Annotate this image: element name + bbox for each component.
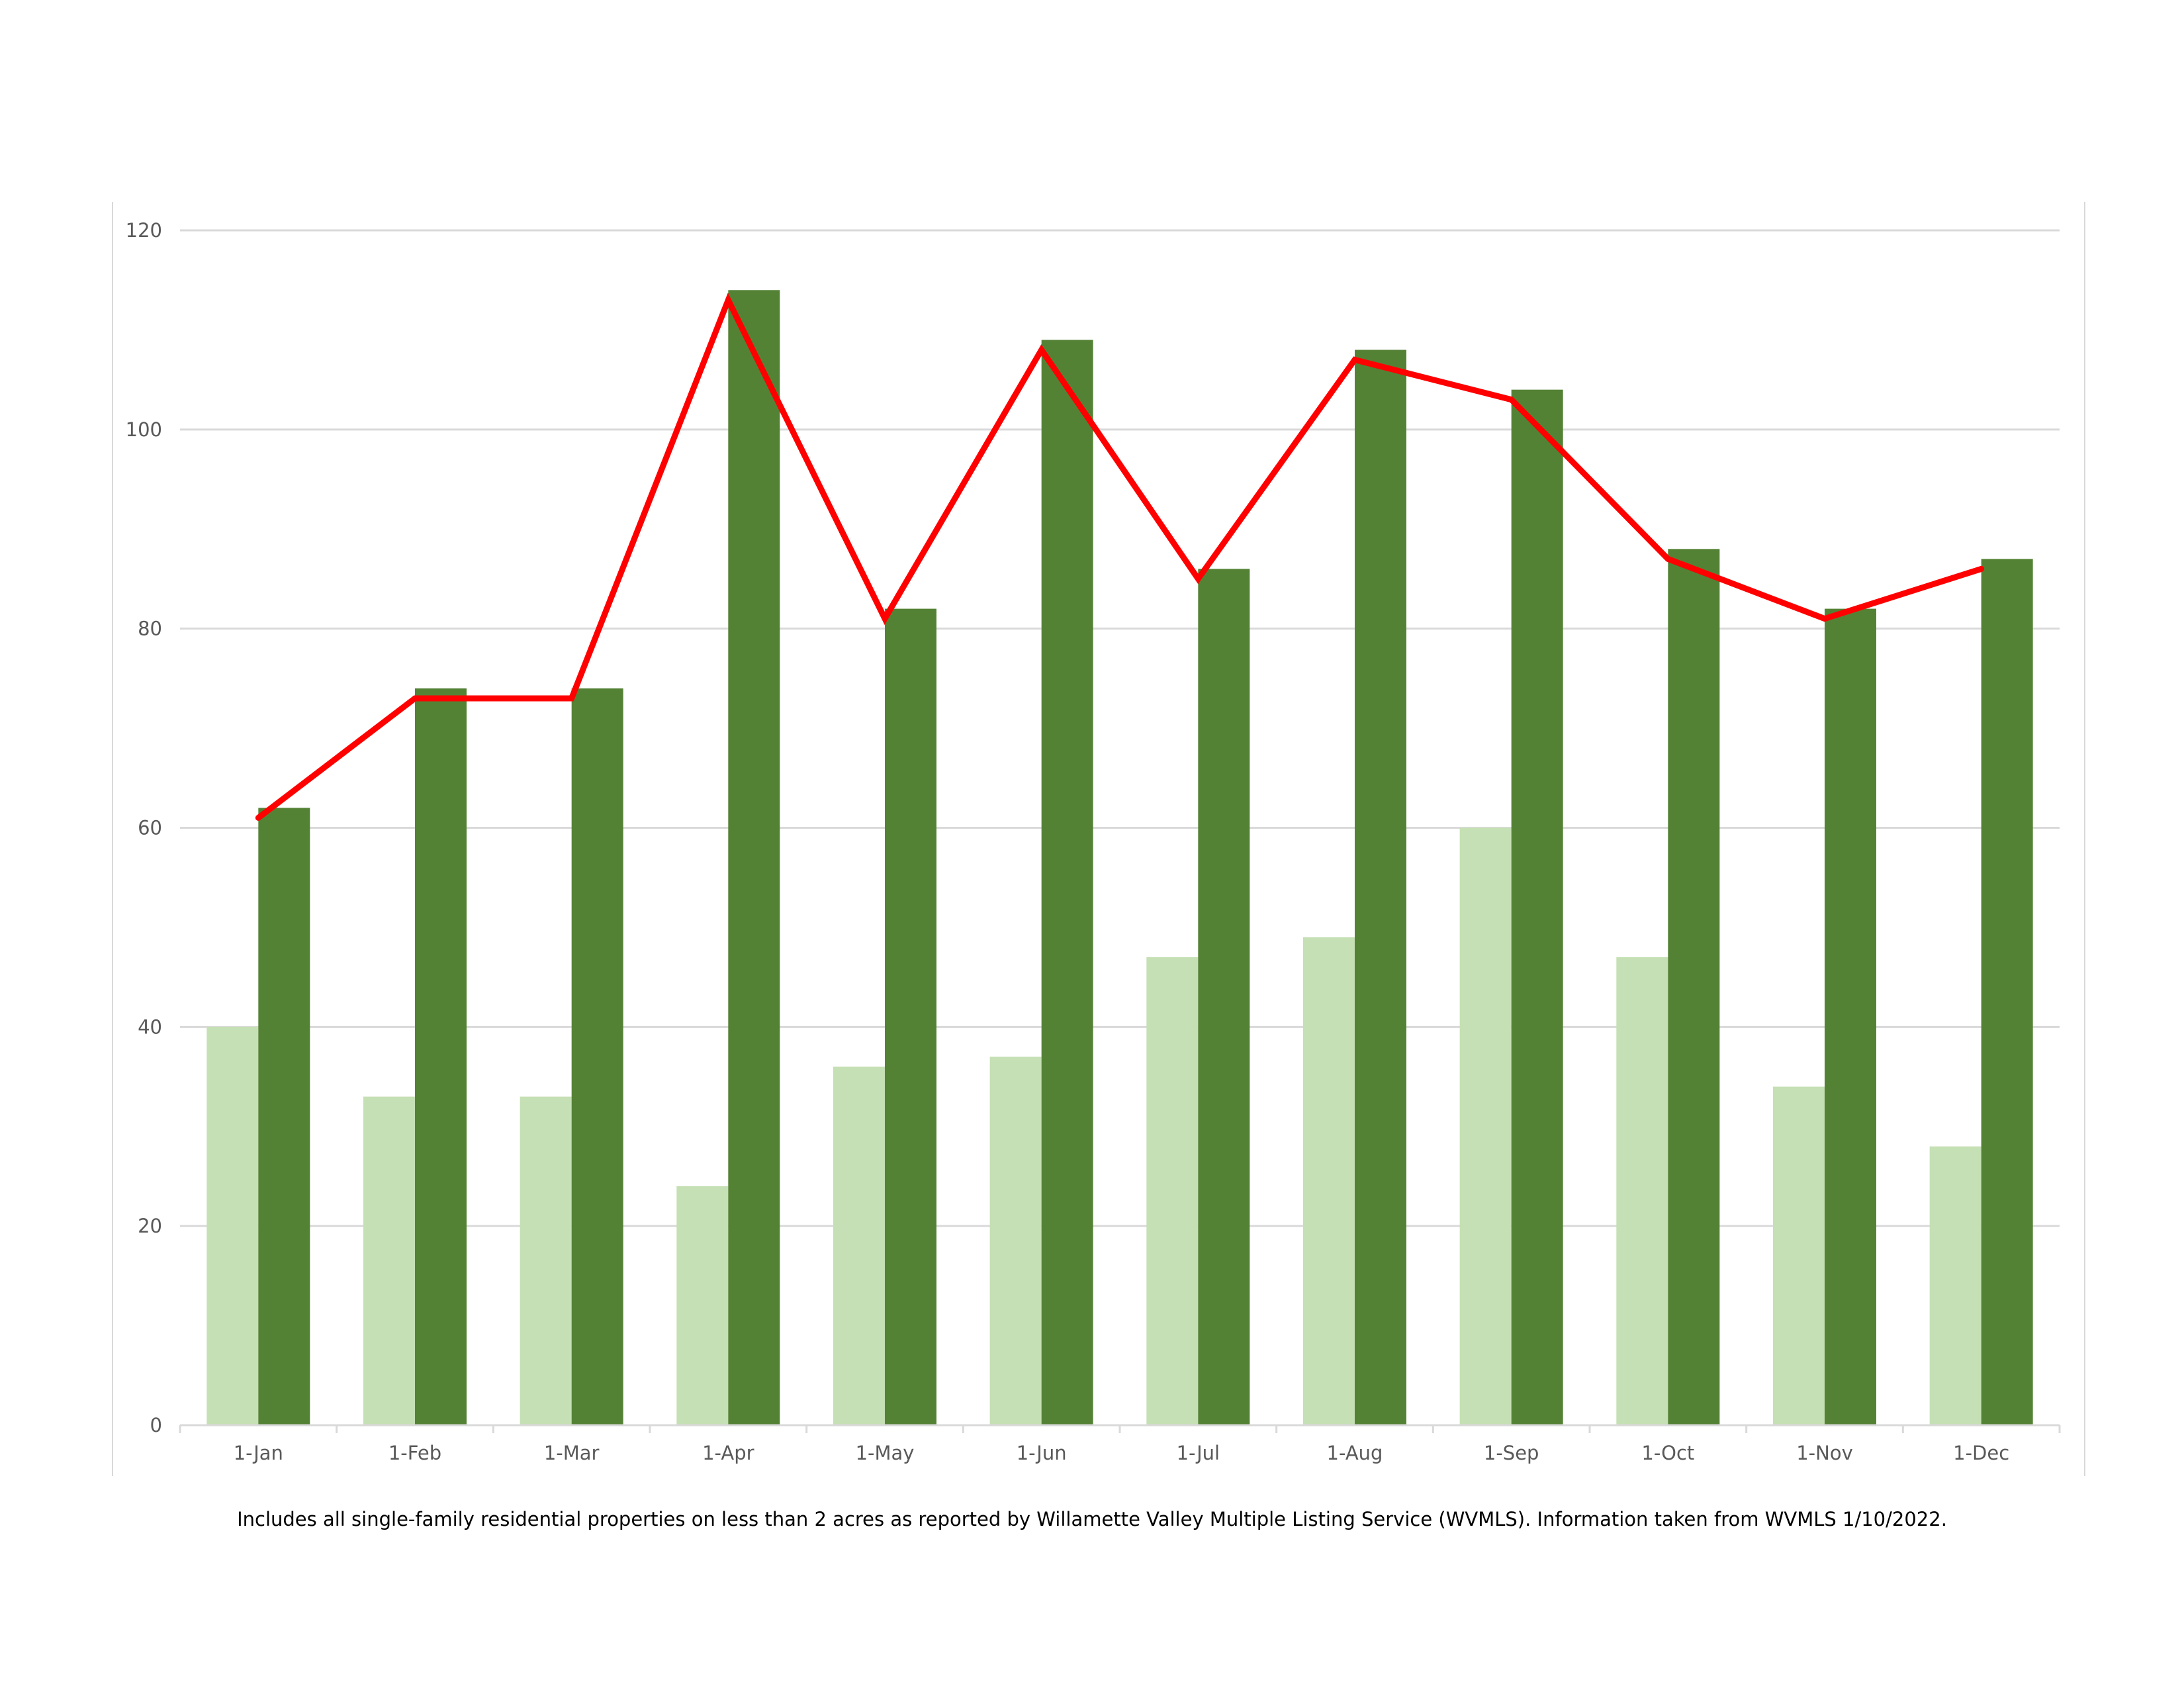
y-tick-label: 120 [126, 219, 162, 242]
x-tick-label: 1-Apr [702, 1442, 754, 1464]
bar-series-2-1-May [885, 608, 936, 1426]
x-tick-label: 1-Mar [544, 1442, 600, 1464]
line-point-1-Jun [1040, 349, 1042, 351]
line-point-1-Jul [1197, 578, 1199, 580]
line-point-1-Feb [414, 697, 416, 699]
x-tick-label: 1-Jun [1017, 1442, 1067, 1464]
bar-series-2-1-Jul [1198, 569, 1250, 1425]
x-tick-label: 1-Feb [388, 1442, 441, 1464]
bar-series-2-1-Feb [415, 688, 467, 1425]
bar-series-1-1-May [833, 1066, 885, 1425]
bar-series-2-1-Apr [728, 290, 780, 1425]
x-tick-label: 1-Oct [1641, 1442, 1694, 1464]
y-tick-label: 100 [126, 418, 162, 441]
bar-series-2-1-Oct [1668, 549, 1720, 1426]
line-point-1-Sep [1510, 399, 1512, 400]
bars [206, 290, 2033, 1426]
bar-series-1-1-Feb [363, 1096, 415, 1425]
line-point-1-Jan [257, 817, 259, 819]
y-tick-label: 80 [138, 618, 162, 640]
line-point-1-Oct [1667, 558, 1669, 560]
bar-series-2-1-Jan [258, 808, 310, 1425]
x-tick-label: 1-Jul [1177, 1442, 1220, 1464]
line-point-1-May [884, 618, 886, 620]
line-point-1-Dec [1980, 568, 1982, 570]
footnote: Includes all single-family residential p… [237, 1508, 1947, 1530]
bar-series-1-1-Oct [1616, 957, 1668, 1425]
x-tick-label: 1-Sep [1484, 1442, 1539, 1464]
x-tick-label: 1-Aug [1327, 1442, 1383, 1464]
y-tick-label: 0 [150, 1414, 162, 1436]
bar-series-2-1-Aug [1355, 350, 1406, 1425]
bar-series-2-1-Jun [1041, 340, 1093, 1426]
bar-series-1-1-Mar [520, 1096, 572, 1425]
y-tick-label: 40 [138, 1015, 162, 1038]
line-point-1-Apr [727, 299, 729, 301]
bar-series-1-1-Dec [1929, 1146, 1981, 1425]
bar-series-1-1-Nov [1773, 1086, 1825, 1425]
bar-series-1-1-Apr [676, 1186, 729, 1425]
line-series-1 [255, 293, 1985, 821]
bar-series-2-1-Mar [571, 688, 623, 1425]
y-tick-label: 60 [138, 817, 162, 839]
bar-series-1-1-Jun [989, 1056, 1042, 1425]
gridlines [180, 229, 2060, 1227]
y-axis-ticks: 0 20 40 60 80 100 120 [126, 219, 162, 1436]
bar-series-2-1-Sep [1511, 389, 1563, 1425]
bar-series-2-1-Nov [1825, 608, 1876, 1426]
x-tick-label: 1-May [856, 1442, 915, 1464]
x-tick-label: 1-Jan [234, 1442, 283, 1464]
bar-series-2-1-Dec [1981, 559, 2033, 1425]
bar-series-1-1-Jan [206, 1027, 259, 1425]
y-tick-label: 20 [138, 1215, 162, 1237]
line-point-1-Mar [570, 697, 572, 699]
line-point-1-Aug [1354, 359, 1355, 361]
bar-series-1-1-Aug [1303, 937, 1355, 1425]
x-tick-label: 1-Nov [1796, 1442, 1853, 1464]
line-point-1-Nov [1824, 618, 1825, 620]
bar-series-1-1-Sep [1459, 827, 1512, 1425]
x-axis: 1-Jan 1-Feb 1-Mar 1-Apr 1-May 1-Jun 1-Jul 1-Aug… [179, 1424, 2061, 1464]
x-tick-label: 1-Dec [1953, 1442, 2009, 1464]
bar-series-1-1-Jul [1146, 957, 1199, 1425]
line-series [255, 293, 1985, 821]
